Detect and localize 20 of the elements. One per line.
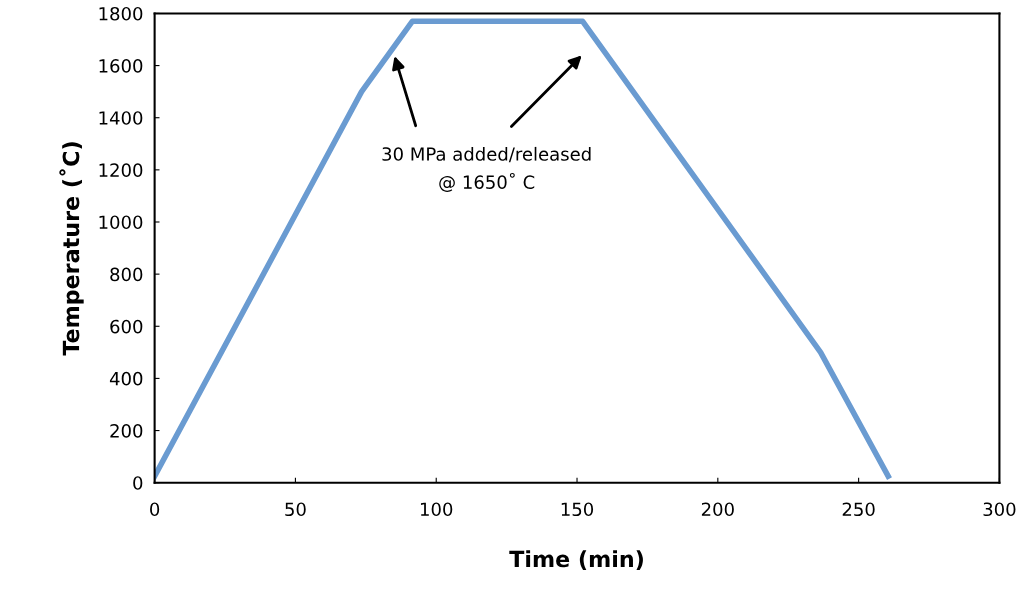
y-tick-label: 1600 <box>99 59 143 73</box>
y-tick-label: 0 <box>133 476 143 490</box>
y-axis-title: Temperature (˚C) <box>59 142 84 356</box>
x-tick-label: 50 <box>285 502 306 517</box>
x-tick-label: 250 <box>842 502 875 517</box>
y-tick-label: 1200 <box>99 163 143 177</box>
x-tick-label: 100 <box>420 502 453 517</box>
y-tick-label: 1400 <box>99 111 143 125</box>
x-tick-label: 200 <box>701 502 734 517</box>
y-tick-label: 200 <box>110 424 143 438</box>
y-tick-label: 800 <box>110 267 143 282</box>
x-axis-title: Time (min) <box>509 550 643 570</box>
annotation: 30 MPa added/released @ 1650˚ C <box>382 146 591 192</box>
y-tick-label: 400 <box>109 371 143 386</box>
x-tick-label: 0 <box>150 502 160 517</box>
y-tick-label: 1000 <box>99 215 143 230</box>
y-tick-label: 600 <box>110 319 143 334</box>
y-tick-label: 1800 <box>99 6 143 21</box>
x-tick-label: 150 <box>561 502 594 517</box>
x-tick-label: 300 <box>983 502 1016 517</box>
